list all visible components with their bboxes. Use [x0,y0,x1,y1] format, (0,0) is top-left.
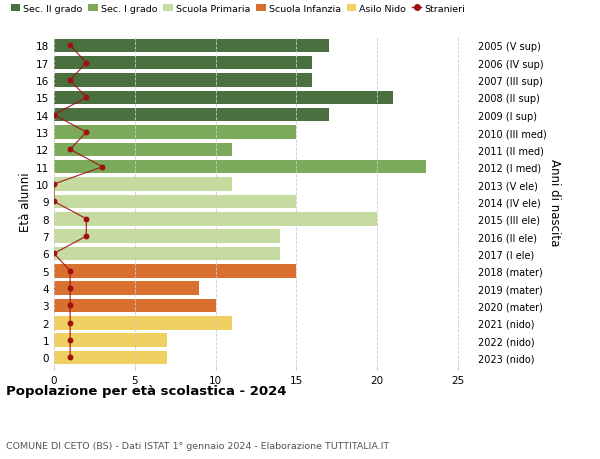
Point [49,250,59,257]
Legend: Sec. II grado, Sec. I grado, Scuola Primaria, Scuola Infanzia, Asilo Nido, Stran: Sec. II grado, Sec. I grado, Scuola Prim… [11,5,466,14]
Point [65,268,75,275]
Bar [54,143,232,157]
Bar [54,264,296,278]
Point [82,233,91,240]
Bar [54,195,296,209]
Bar [54,39,329,53]
Point [82,216,91,223]
Bar [54,247,280,261]
Text: COMUNE DI CETO (BS) - Dati ISTAT 1° gennaio 2024 - Elaborazione TUTTITALIA.IT: COMUNE DI CETO (BS) - Dati ISTAT 1° genn… [6,441,389,450]
Bar [54,109,329,122]
Bar [54,282,199,295]
Point [65,302,75,309]
Bar [54,74,313,88]
Point [82,95,91,102]
Point [49,112,59,119]
Bar [54,161,425,174]
Bar [54,178,232,191]
Text: Popolazione per età scolastica - 2024: Popolazione per età scolastica - 2024 [6,384,287,397]
Bar [54,126,296,140]
Bar [54,334,167,347]
Point [49,198,59,206]
Point [49,181,59,188]
Point [65,43,75,50]
Point [65,146,75,154]
Point [65,77,75,84]
Bar [54,213,377,226]
Point [82,60,91,67]
Bar [54,91,393,105]
Bar [54,299,215,313]
Bar [54,230,280,243]
Point [65,285,75,292]
Y-axis label: Età alunni: Età alunni [19,172,32,232]
Point [65,337,75,344]
Bar [54,351,167,364]
Point [65,319,75,327]
Point [65,354,75,361]
Bar [54,316,232,330]
Point [98,164,107,171]
Y-axis label: Anni di nascita: Anni di nascita [548,158,561,246]
Point [82,129,91,136]
Bar [54,57,313,70]
